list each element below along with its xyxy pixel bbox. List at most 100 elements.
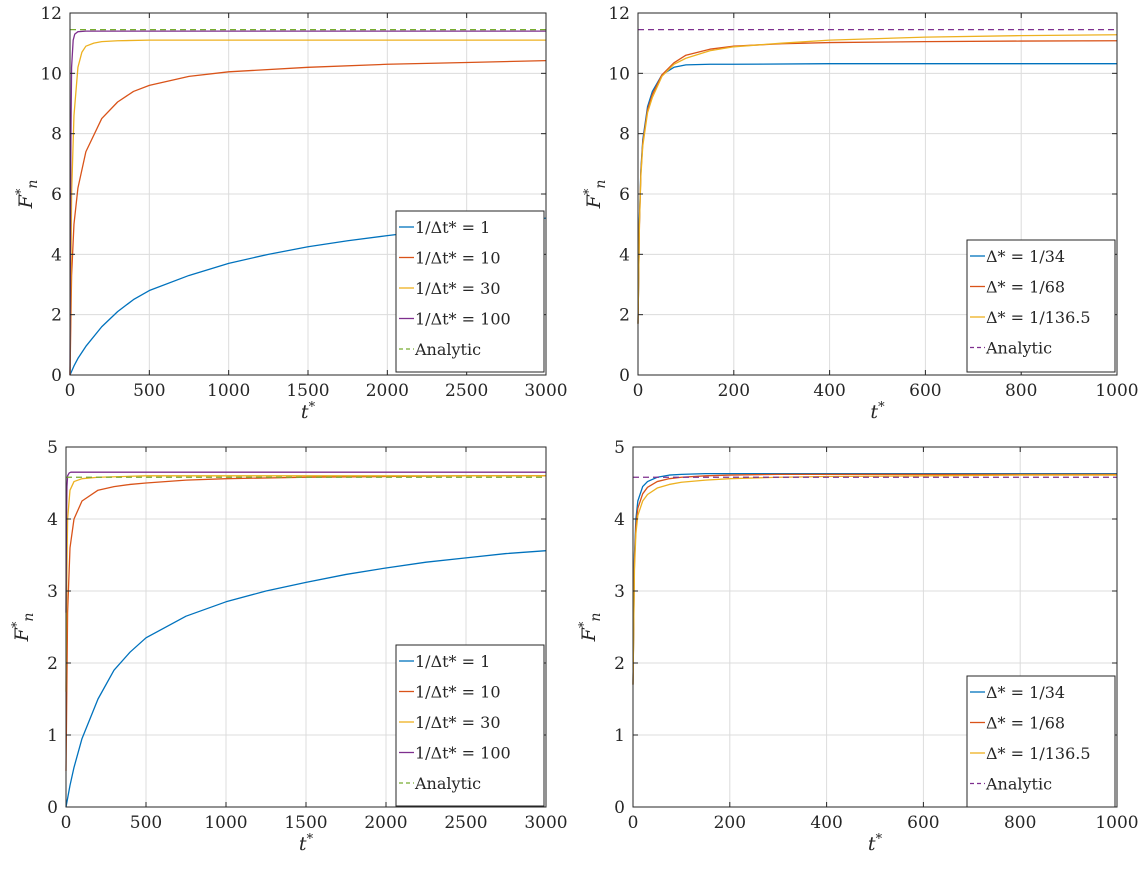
- legend: Δ* = 1/34 Δ* = 1/68 Δ* = 1/136.5 Analytic: [966, 239, 1116, 373]
- legend-box: [966, 239, 1116, 373]
- legend-label-2: 1/Δt* = 10: [415, 249, 501, 268]
- y-tick-label: 6: [619, 185, 630, 205]
- legend-label-3: 1/Δt* = 30: [415, 279, 501, 298]
- series-line-1: [65, 550, 547, 808]
- legend-label-4: Analytic: [985, 775, 1052, 794]
- legend-label-1: Δ* = 1/34: [986, 683, 1065, 702]
- y-tick-label: 3: [47, 582, 58, 602]
- x-tick-label: 1000: [204, 813, 247, 833]
- y-tick-label: 5: [614, 438, 625, 458]
- x-axis-label: t*: [870, 400, 885, 423]
- legend-label-4: 1/Δt* = 100: [415, 744, 511, 763]
- y-tick-label: 2: [51, 306, 62, 326]
- legend-label-5: Analytic: [414, 340, 481, 359]
- chart-panel-1: 0 500 1000 1500 2000 2500 3000 0 2 4 6 8 10 12 t* F*n 1/…: [14, 4, 568, 423]
- y-axis-label: F*n: [577, 613, 604, 643]
- x-axis-label: t*: [868, 832, 883, 855]
- series-line-4: [65, 471, 546, 613]
- legend-label-3: Δ* = 1/136.5: [986, 744, 1091, 763]
- series-line-3: [632, 474, 1117, 685]
- x-tick-label: 2000: [364, 813, 407, 833]
- legend: 1/Δt* = 1 1/Δt* = 10 1/Δt* = 30 1/Δt* = 100…: [395, 210, 545, 373]
- legend-label-2: Δ* = 1/68: [986, 714, 1065, 733]
- x-tick-label: 200: [714, 813, 746, 833]
- x-tick-label: 0: [628, 813, 639, 833]
- legend-label-4: Analytic: [985, 339, 1052, 358]
- x-tick-label: 2000: [366, 381, 409, 401]
- legend-label-3: 1/Δt* = 30: [415, 713, 501, 732]
- legend-box: [395, 644, 545, 807]
- legend-label-1: 1/Δt* = 1: [415, 218, 490, 237]
- x-axis-label: t*: [299, 832, 314, 855]
- x-tick-label: 2500: [444, 813, 487, 833]
- x-tick-label: 3000: [524, 381, 567, 401]
- y-tick-label: 0: [47, 798, 58, 818]
- x-tick-label: 1000: [207, 381, 250, 401]
- y-tick-label: 1: [614, 726, 625, 746]
- series-line-2: [632, 473, 1117, 685]
- x-tick-label: 400: [813, 381, 845, 401]
- series-line-4: [69, 30, 546, 376]
- x-tick-label: 0: [633, 381, 644, 401]
- y-tick-label: 6: [51, 185, 62, 205]
- y-tick-label: 10: [40, 64, 62, 84]
- y-tick-label: 3: [614, 582, 625, 602]
- x-tick-label: 1500: [286, 381, 329, 401]
- x-tick-label: 600: [909, 381, 941, 401]
- legend-label-1: 1/Δt* = 1: [415, 652, 490, 671]
- y-tick-label: 10: [608, 64, 630, 84]
- y-tick-label: 8: [51, 125, 62, 145]
- y-axis-label: F*n: [14, 180, 41, 210]
- x-tick-label: 3000: [524, 813, 567, 833]
- y-tick-label: 2: [619, 306, 630, 326]
- y-tick-label: 1: [47, 726, 58, 746]
- chart-panel-2: 0 200 400 600 800 1000 0 2 4 6 8 10 12 t* F*n Δ* = 1/34…: [582, 4, 1139, 423]
- x-tick-label: 2500: [445, 381, 488, 401]
- y-tick-label: 12: [608, 4, 630, 24]
- x-tick-label: 1000: [1095, 813, 1138, 833]
- y-tick-label: 5: [47, 438, 58, 458]
- x-tick-label: 0: [61, 813, 72, 833]
- y-tick-label: 4: [51, 245, 62, 265]
- legend-box: [966, 675, 1116, 808]
- legend-label-5: Analytic: [414, 774, 481, 793]
- y-tick-label: 0: [619, 366, 630, 386]
- legend-box: [395, 210, 545, 373]
- x-axis-label: t*: [301, 400, 316, 423]
- x-tick-label: 500: [130, 813, 162, 833]
- y-tick-label: 12: [40, 4, 62, 24]
- y-tick-label: 2: [47, 654, 58, 674]
- series-line-3: [69, 39, 546, 376]
- series-line-3: [637, 34, 1118, 324]
- legend-label-1: Δ* = 1/34: [986, 247, 1065, 266]
- y-axis-label: F*n: [582, 180, 609, 210]
- y-tick-label: 2: [614, 654, 625, 674]
- legend-label-3: Δ* = 1/136.5: [986, 308, 1091, 327]
- legend-label-4: 1/Δt* = 100: [415, 310, 511, 329]
- y-axis-label: F*n: [10, 613, 37, 643]
- x-tick-label: 800: [1004, 813, 1036, 833]
- x-tick-label: 200: [718, 381, 750, 401]
- x-tick-label: 600: [907, 813, 939, 833]
- axes-box: [632, 446, 1118, 808]
- y-tick-label: 4: [614, 510, 625, 530]
- chart-panel-3: 0 500 1000 1500 2000 2500 3000 0 1 2 3 4 5 t* F*n 1/Δt*…: [10, 438, 568, 855]
- series-line-3: [65, 475, 546, 692]
- legend: Δ* = 1/34 Δ* = 1/68 Δ* = 1/136.5 Analytic: [966, 675, 1116, 808]
- series-line-2: [69, 60, 547, 376]
- y-tick-label: 8: [619, 125, 630, 145]
- y-tick-label: 4: [47, 510, 58, 530]
- x-tick-label: 0: [65, 381, 76, 401]
- x-tick-label: 1000: [1095, 381, 1138, 401]
- x-tick-label: 400: [810, 813, 842, 833]
- legend-label-2: 1/Δt* = 10: [415, 683, 501, 702]
- x-tick-label: 800: [1005, 381, 1037, 401]
- y-tick-label: 4: [619, 245, 630, 265]
- x-tick-label: 1500: [284, 813, 327, 833]
- x-tick-label: 500: [133, 381, 165, 401]
- legend-label-2: Δ* = 1/68: [986, 278, 1065, 297]
- y-tick-label: 0: [614, 798, 625, 818]
